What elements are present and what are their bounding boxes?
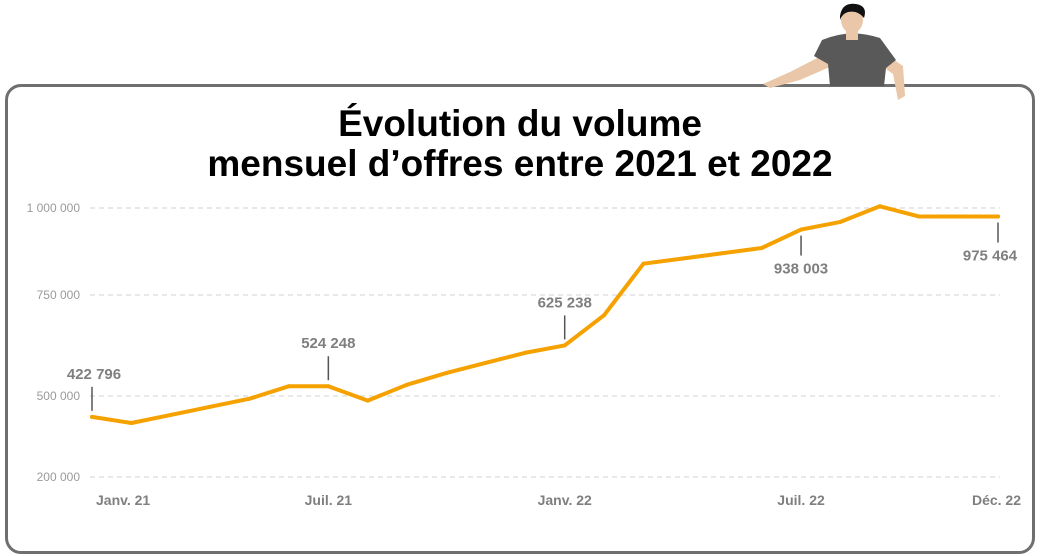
person-peeking-illustration-icon	[763, 3, 905, 100]
data-point	[680, 256, 685, 261]
data-label: 975 464	[963, 248, 1018, 265]
gridlines	[90, 207, 1000, 478]
data-point	[208, 404, 213, 409]
data-point	[523, 350, 528, 355]
data-point	[917, 214, 922, 219]
data-point	[483, 360, 488, 365]
data-point	[365, 398, 370, 403]
y-tick-label: 500 000	[37, 389, 81, 403]
data-point	[799, 227, 804, 232]
series-line	[90, 204, 1000, 425]
data-point	[956, 214, 961, 219]
data-point	[405, 382, 410, 387]
data-point	[444, 370, 449, 375]
data-point	[641, 261, 646, 266]
data-point	[168, 412, 173, 417]
data-point	[759, 246, 764, 251]
data-point	[562, 343, 567, 348]
y-axis-tick-labels: 200 000 500 000 750 000 1 000 000	[27, 201, 81, 484]
data-label: 422 796	[67, 366, 121, 383]
data-point	[838, 219, 843, 224]
y-tick-label: 1 000 000	[27, 201, 81, 215]
data-point	[602, 313, 607, 318]
data-labels: 422 796 524 248 625 238 938 003 975 464	[67, 222, 1018, 411]
chart-title-line-2: mensuel d’offres entre 2021 et 2022	[207, 143, 833, 184]
data-point	[720, 251, 725, 256]
chart-title-line-1: Évolution du volume	[338, 103, 702, 144]
data-point	[877, 204, 882, 209]
x-tick-label: Juil. 22	[777, 492, 825, 508]
data-point	[90, 414, 94, 419]
data-point	[996, 214, 1000, 219]
data-point	[286, 384, 291, 389]
x-tick-label: Janv. 21	[96, 492, 150, 508]
data-label: 524 248	[301, 335, 355, 352]
data-label: 625 238	[538, 294, 592, 311]
x-tick-label: Janv. 22	[538, 492, 592, 508]
data-label: 938 003	[774, 261, 828, 278]
data-point	[247, 396, 252, 401]
data-point	[129, 421, 134, 425]
x-tick-label: Juil. 21	[305, 492, 353, 508]
x-axis-tick-labels: Janv. 21 Juil. 21 Janv. 22 Juil. 22 Déc. 22	[96, 492, 1021, 508]
x-tick-label: Déc. 22	[972, 492, 1021, 508]
chart-frame	[5, 84, 1035, 554]
series-line-layer	[90, 204, 1000, 425]
y-tick-label: 750 000	[37, 288, 81, 302]
chart-title: Évolution du volume mensuel d’offres ent…	[0, 104, 1040, 184]
data-point	[326, 384, 331, 389]
y-tick-label: 200 000	[37, 470, 81, 484]
